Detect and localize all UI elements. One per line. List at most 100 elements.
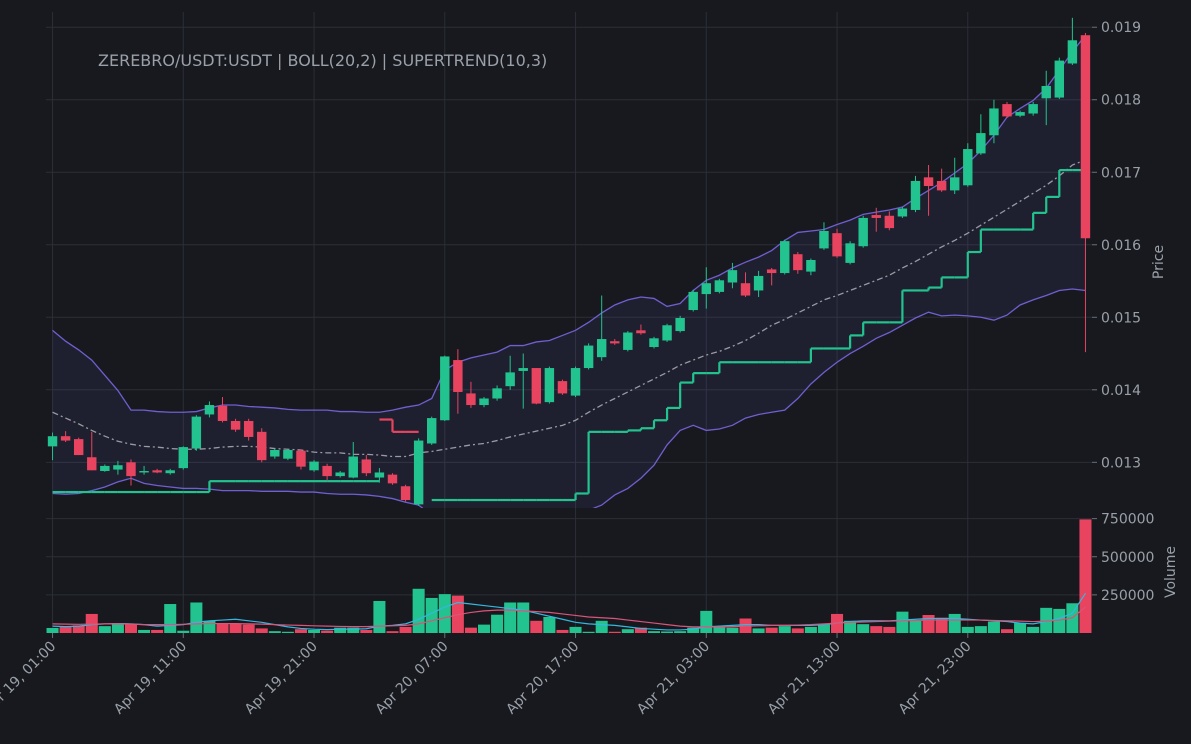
- y-axis-label: Price: [1151, 245, 1167, 279]
- candle-body: [479, 398, 489, 406]
- chart-title: ZEREBRO/USDT:USDT | BOLL(20,2) | SUPERTR…: [98, 51, 547, 70]
- volume-bar: [713, 627, 726, 633]
- candle-body: [557, 381, 568, 394]
- volume-bar: [543, 616, 556, 633]
- candle-body: [322, 465, 332, 477]
- candle-body: [191, 416, 202, 449]
- candle-body: [688, 291, 698, 311]
- volume-bar: [1040, 607, 1053, 633]
- volume-bar: [556, 629, 569, 633]
- candle-body: [505, 372, 515, 387]
- candle-body: [204, 405, 215, 415]
- volume-bar: [896, 611, 909, 633]
- volume-bar: [216, 623, 229, 633]
- volume-bar: [85, 613, 98, 633]
- candle-body: [583, 345, 594, 369]
- candle-body: [60, 436, 71, 441]
- volume-bar: [974, 626, 987, 633]
- y-tick-label: 0.018: [1101, 93, 1141, 109]
- candle-body: [1067, 40, 1078, 64]
- candle-body: [1080, 35, 1091, 239]
- volume-bar: [661, 631, 674, 633]
- candle-body: [858, 217, 868, 247]
- volume-bar: [817, 623, 830, 633]
- candle-body: [753, 275, 764, 291]
- volume-bar: [373, 600, 386, 633]
- volume-bar: [59, 626, 72, 633]
- candle-body: [374, 472, 385, 478]
- candle-body: [453, 360, 463, 392]
- volume-bar: [870, 626, 883, 633]
- candle-body: [1015, 112, 1025, 116]
- volume-ma-line: [52, 606, 1086, 628]
- candle-body: [740, 283, 751, 296]
- volume-bar: [151, 629, 164, 633]
- volume-bar: [321, 630, 334, 633]
- candle-body: [387, 474, 398, 484]
- volume-bar: [491, 614, 504, 633]
- candle-body: [283, 449, 293, 459]
- candle-body: [950, 177, 960, 191]
- candle-body: [610, 341, 620, 344]
- y-tick-label: 0.014: [1101, 383, 1141, 399]
- volume-bar: [987, 621, 1000, 633]
- candle-body: [793, 254, 803, 271]
- y-tick-label: 0.016: [1101, 238, 1141, 254]
- volume-bar: [386, 631, 399, 633]
- y2-tick-label: 250000: [1101, 588, 1154, 604]
- volume-bar: [569, 626, 582, 633]
- candle-body: [871, 215, 881, 218]
- volume-bar: [674, 631, 687, 633]
- volume-bar: [138, 629, 151, 633]
- candle-body: [440, 356, 450, 421]
- candle-body: [518, 368, 528, 371]
- price-panel: [47, 17, 1091, 508]
- volume-bar: [1027, 626, 1040, 633]
- volume-bar: [647, 631, 661, 633]
- candle-body: [780, 241, 790, 274]
- volume-bar: [360, 629, 373, 633]
- candle-body: [47, 436, 58, 447]
- candle-body: [270, 449, 280, 457]
- candle-body: [714, 280, 725, 292]
- volume-bar: [294, 629, 307, 633]
- candle-body: [596, 339, 607, 358]
- volume-bar: [1079, 519, 1092, 633]
- volume-bar: [582, 631, 595, 633]
- volume-bar: [517, 602, 530, 633]
- volume-bar: [164, 604, 177, 633]
- volume-bar: [621, 629, 634, 633]
- volume-bar: [203, 620, 216, 633]
- volume-bar: [399, 626, 412, 633]
- volume-ma-line: [52, 593, 1086, 631]
- candle-body: [570, 368, 581, 396]
- volume-bar: [308, 629, 321, 633]
- candle-body: [936, 180, 947, 191]
- volume-bar: [1000, 629, 1014, 633]
- candle-body: [100, 465, 110, 472]
- candle-body: [766, 269, 777, 274]
- candle-body: [427, 418, 437, 444]
- volume-bar: [935, 617, 948, 633]
- candle-body: [126, 462, 136, 477]
- candle-body: [466, 393, 476, 406]
- candle-body: [1028, 104, 1038, 114]
- volume-bar: [791, 628, 804, 633]
- candle-body: [152, 470, 162, 473]
- volume-bar: [504, 602, 517, 633]
- candle-body: [923, 177, 934, 187]
- y2-tick-label: 500000: [1101, 550, 1154, 566]
- volume-bar: [778, 626, 791, 633]
- candle-body: [623, 332, 633, 350]
- volume-bar: [190, 602, 203, 633]
- y-tick-label: 0.013: [1101, 455, 1141, 471]
- candle-body: [400, 486, 411, 501]
- volume-bar: [177, 630, 190, 633]
- candle-body: [662, 325, 672, 341]
- volume-bar: [765, 627, 778, 633]
- candle-body: [165, 470, 175, 474]
- volume-bar: [1053, 608, 1066, 633]
- volume-bar: [530, 620, 543, 633]
- candle-body: [1041, 85, 1051, 99]
- volume-bar: [46, 627, 59, 633]
